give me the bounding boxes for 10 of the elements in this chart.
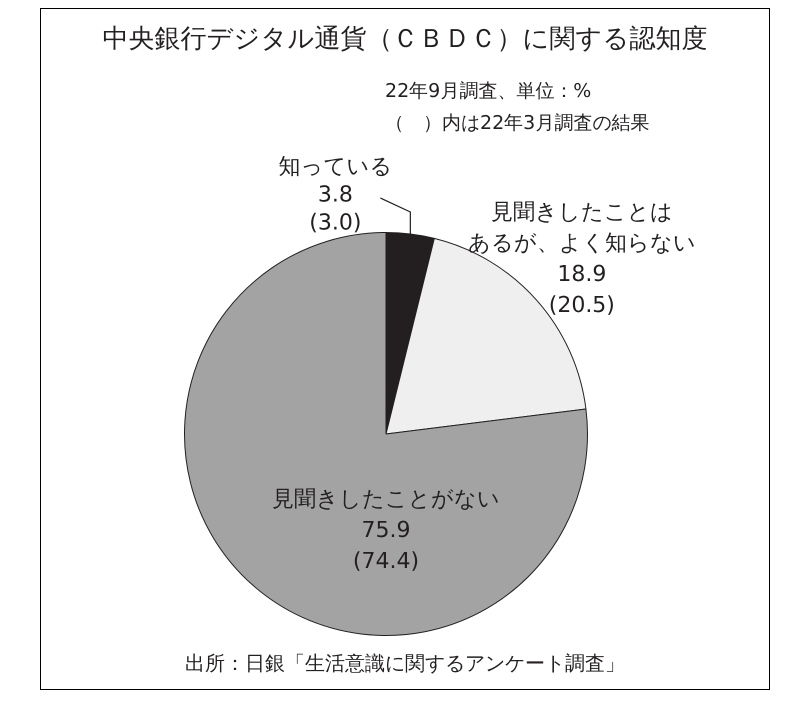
chart-title: 中央銀行デジタル通貨（ＣＢＤＣ）に関する認知度 xyxy=(102,24,708,54)
slice-label: 見聞きしたことがない xyxy=(272,487,500,512)
text: （ ）内は22年3月調査の結果 xyxy=(385,112,650,134)
chart-subtitle: 22年9月調査、単位：% xyxy=(385,80,592,102)
slice-label: 見聞きしたことはあるが、よく知らない xyxy=(468,200,696,256)
text: 出所：日銀「生活意識に関するアンケート調査」 xyxy=(185,651,625,676)
data-label: 18.9 (20.5) xyxy=(548,262,615,318)
data-label: 75.9 (74.4) xyxy=(352,518,420,574)
slice-label: 知っている xyxy=(278,154,392,180)
data-label: 3.8 (3.0) xyxy=(309,182,362,236)
